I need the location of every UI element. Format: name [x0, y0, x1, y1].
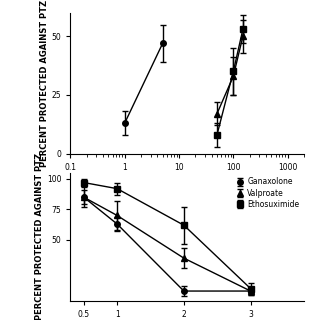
- Y-axis label: PERCENT PROTECTED AGAINST PTZ: PERCENT PROTECTED AGAINST PTZ: [40, 0, 49, 167]
- Legend: Ganaxolone, Valproate, Ethosuximide: Ganaxolone, Valproate, Ethosuximide: [236, 177, 300, 210]
- Y-axis label: PERCENT PROTECTED AGAINST PTZ: PERCENT PROTECTED AGAINST PTZ: [35, 153, 44, 320]
- X-axis label: DOSE (mg/kg, i.p.): DOSE (mg/kg, i.p.): [136, 174, 238, 184]
